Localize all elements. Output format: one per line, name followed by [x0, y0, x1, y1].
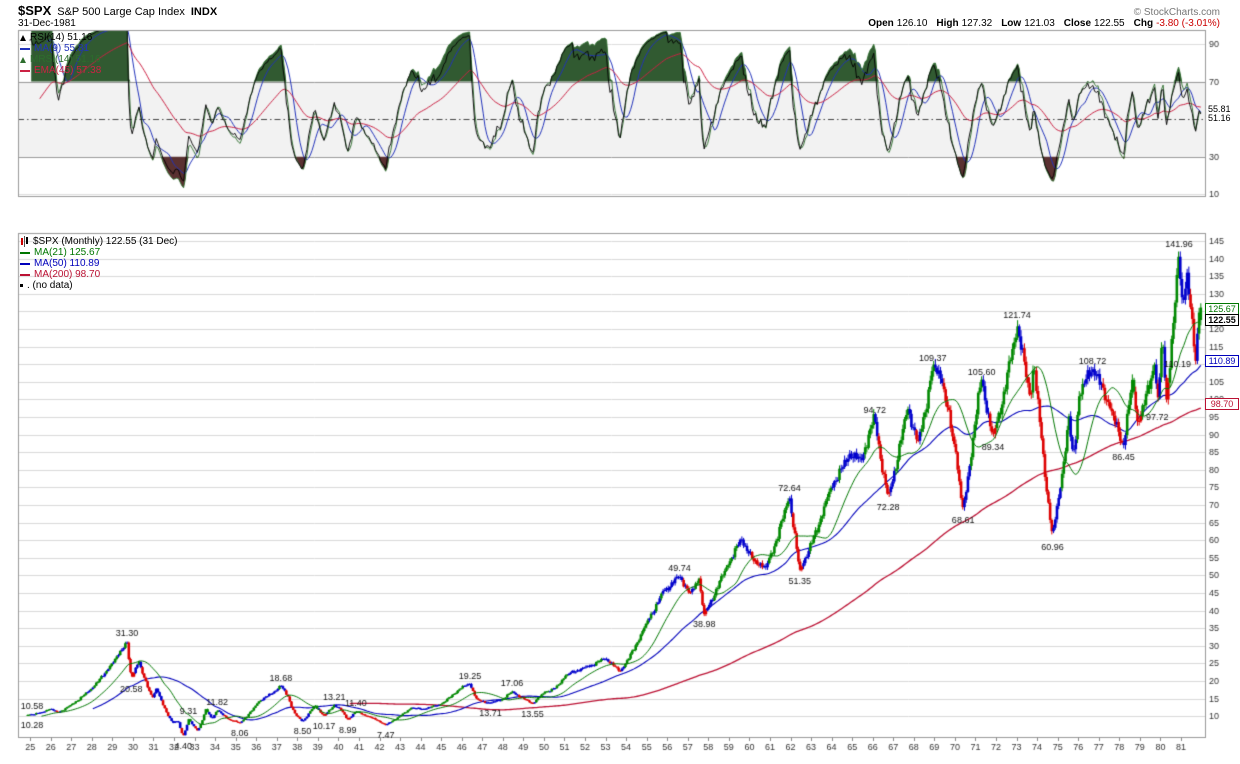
price-legend: $SPX (Monthly) 122.55 (31 Dec) MA(21) 125… — [20, 236, 178, 291]
quote-high-label: High — [936, 18, 959, 29]
last-value-label: 122.55 — [1205, 314, 1239, 327]
quote-low-label: Low — [1001, 18, 1022, 29]
line-icon — [20, 273, 30, 276]
candlestick-icon — [20, 236, 29, 247]
legend-label: MA(200) 98.70 — [34, 269, 101, 280]
legend-item: MA(200) 98.70 — [20, 269, 178, 280]
quote-close: Close 122.55 — [1064, 18, 1125, 29]
tri-icon — [20, 34, 26, 41]
legend-item: MA(9) 55.81 — [20, 43, 101, 54]
legend-item: $SPX (Monthly) 122.55 (31 Dec) — [20, 236, 178, 247]
legend-item: MA(50) 110.89 — [20, 258, 178, 269]
quote-low-value: 121.03 — [1024, 18, 1055, 29]
chart-subheader: 31-Dec-1981 Open 126.10 High 127.32 Low 121… — [18, 18, 1220, 29]
legend-label: MA(9) 55.81 — [34, 43, 90, 54]
line-icon — [20, 47, 30, 50]
quote-chg-value: -3.80 (-3.01%) — [1156, 18, 1220, 29]
copyright-link[interactable]: © StockCharts.com — [1133, 7, 1220, 18]
legend-label: . (no data) — [27, 280, 73, 291]
legend-label: EMA(45) 57.38 — [34, 65, 102, 76]
line-icon — [20, 251, 30, 254]
exchange-label: INDX — [190, 6, 218, 18]
chart-date: 31-Dec-1981 — [18, 18, 76, 29]
rsi-last-value-label: 51.16 — [1208, 113, 1231, 124]
line-icon — [20, 262, 30, 265]
legend-label: MRSI(14) 51.16 — [30, 54, 101, 65]
legend-item: . (no data) — [20, 280, 178, 291]
quote-high-value: 127.32 — [961, 18, 993, 29]
last-value-label: 110.89 — [1205, 355, 1239, 368]
quote-high: High 127.32 — [936, 18, 992, 29]
quote-open: Open 126.10 — [868, 18, 927, 29]
chart-header: $SPX S&P 500 Large Cap Index INDX © Stoc… — [18, 3, 1220, 18]
tri-icon — [20, 56, 26, 63]
legend-label: $SPX (Monthly) 122.55 (31 Dec) — [33, 236, 178, 247]
quote-low: Low 121.03 — [1001, 18, 1055, 29]
quote-close-label: Close — [1063, 18, 1092, 29]
legend-item: EMA(45) 57.38 — [20, 65, 101, 76]
legend-label: RSI(14) 51.16 — [30, 32, 93, 43]
quote-chg: Chg -3.80 (-3.01%) — [1134, 18, 1220, 29]
legend-item: MRSI(14) 51.16 — [20, 54, 101, 65]
index-name: S&P 500 Large Cap Index — [57, 6, 185, 18]
rsi-legend: RSI(14) 51.16 MA(9) 55.81 MRSI(14) 51.16 EM… — [20, 32, 101, 76]
quote-open-label: Open — [868, 18, 894, 29]
symbol: $SPX — [18, 3, 52, 18]
legend-item: RSI(14) 51.16 — [20, 32, 101, 43]
legend-label: MA(50) 110.89 — [34, 258, 100, 269]
quote-line: Open 126.10 High 127.32 Low 121.03 Close 122… — [868, 18, 1220, 29]
quote-chg-label: Chg — [1133, 18, 1154, 29]
quote-open-value: 126.10 — [896, 18, 928, 29]
legend-label: MA(21) 125.67 — [34, 247, 101, 258]
last-value-label: 98.70 — [1205, 397, 1239, 410]
line-icon — [20, 69, 30, 72]
dot-icon — [20, 284, 23, 287]
quote-close-value: 122.55 — [1094, 18, 1125, 29]
rsi-last-value-label: 55.81 — [1208, 104, 1231, 115]
legend-item: MA(21) 125.67 — [20, 247, 178, 258]
